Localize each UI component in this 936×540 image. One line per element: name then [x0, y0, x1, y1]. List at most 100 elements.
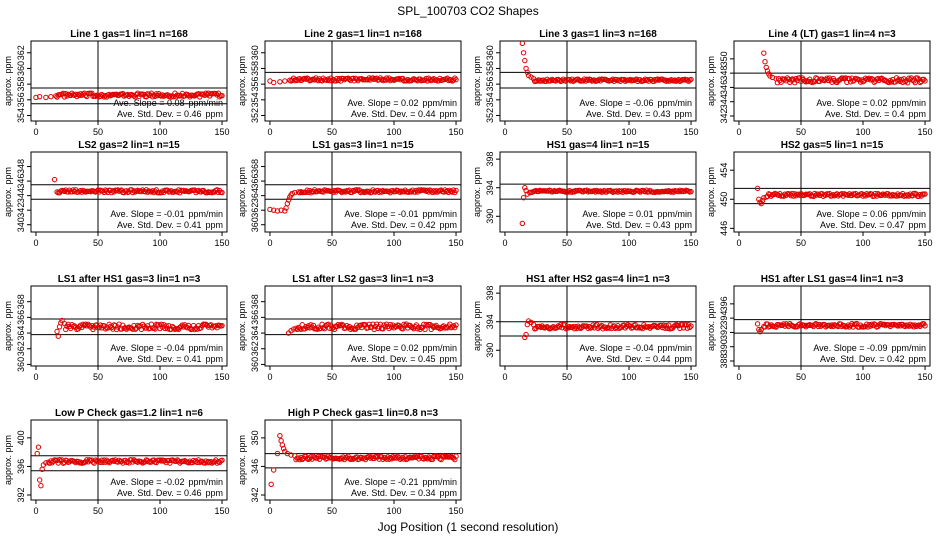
data-point [429, 323, 436, 329]
y-tick-label: 360 [16, 357, 26, 372]
slope-label: Ave. Slope = [344, 209, 398, 219]
sd-annotation: Ave. Std. Dev. = 0.41 ppm [117, 220, 223, 230]
y-tick-label: 390 [485, 209, 495, 224]
data-point [367, 455, 374, 461]
data-point [535, 188, 542, 195]
y-tick-label: 358 [485, 61, 495, 76]
sd-value: 0.44 [653, 354, 671, 364]
data-point [534, 78, 540, 84]
slope-label: Ave. Slope = [110, 477, 164, 487]
panel-title: LS2 gas=2 lin=1 n=15 [78, 140, 180, 151]
sd-unit: ppm [908, 354, 926, 364]
data-point [876, 322, 882, 328]
data-point [282, 78, 288, 84]
y-tick-label: 390 [719, 339, 729, 354]
data-point [270, 79, 277, 86]
data-point [168, 94, 174, 100]
y-tick-label: 398 [485, 152, 495, 167]
x-tick-label: 50 [796, 238, 806, 248]
data-point [100, 188, 106, 194]
sd-annotation: Ave. Std. Dev. = 0.47 ppm [820, 220, 926, 230]
y-axis-label: approx. ppm [3, 56, 13, 106]
y-tick-label: 454 [719, 163, 729, 178]
data-point [268, 481, 274, 487]
data-point [51, 176, 58, 183]
data-point [759, 198, 766, 204]
data-point [164, 325, 171, 332]
x-tick-label: 50 [327, 372, 337, 382]
data-point [386, 188, 392, 195]
x-tick-label: 50 [562, 372, 572, 382]
data-point [802, 322, 808, 329]
data-point [565, 325, 571, 331]
data-point [280, 445, 287, 452]
data-point [868, 321, 875, 327]
x-tick-label: 100 [152, 238, 167, 248]
plot-frame [30, 40, 228, 122]
y-tick-label: 354 [485, 92, 495, 107]
data-points [522, 318, 694, 341]
data-point [401, 321, 407, 328]
y-tick-label: 346 [16, 174, 26, 189]
sd-label: Ave. Std. Dev. = [351, 354, 418, 364]
data-point [688, 188, 694, 195]
data-point [613, 188, 620, 194]
data-point [297, 189, 303, 196]
sd-annotation: Ave. Std. Dev. = 0.45 ppm [351, 354, 457, 364]
data-point [34, 450, 40, 457]
data-point [591, 77, 597, 83]
data-point [35, 444, 42, 450]
data-point [654, 76, 661, 82]
data-point [329, 78, 335, 84]
slope-annotation: Ave. Slope = 0.02 ppm/min [816, 98, 926, 108]
slope-value: -0.01 [164, 209, 185, 219]
data-point [214, 460, 220, 466]
sd-value: 0.46 [184, 488, 202, 498]
x-tick-label: 100 [855, 127, 870, 137]
x-tick-label: 100 [386, 372, 401, 382]
data-point [439, 324, 446, 330]
slope-label: Ave. Slope = [582, 209, 636, 219]
panel-title: LS1 gas=3 lin=1 n=15 [312, 140, 414, 151]
data-point [346, 455, 353, 462]
y-axis-label: approx. ppm [472, 167, 482, 217]
data-point [274, 450, 281, 457]
x-tick-label: 0 [33, 506, 38, 516]
data-point [520, 50, 527, 56]
slope-unit: ppm/min [657, 98, 692, 108]
plot-frame [499, 40, 697, 122]
y-tick-label: 362 [16, 45, 26, 60]
y-axis-label: approx. ppm [706, 301, 716, 351]
data-point [806, 76, 813, 82]
data-point [54, 328, 60, 335]
data-point [545, 325, 552, 331]
y-tick-label: 360 [485, 45, 495, 60]
panel-5: LS2 gas=2 lin=1 n=150 50 100 15034034234434… [3, 140, 230, 248]
panel-12: HS1 after LS1 gas=4 lin=1 n=3 0 50 100 150 38… [706, 274, 933, 382]
x-tick-label: 50 [93, 506, 103, 516]
data-point [43, 94, 49, 101]
data-point [646, 188, 652, 195]
data-point [684, 77, 691, 83]
sd-value: 0.34 [418, 488, 436, 498]
sd-label: Ave. Std. Dev. = [117, 488, 184, 498]
plot-frame [733, 151, 931, 233]
data-point [310, 322, 317, 329]
sd-unit: ppm [908, 109, 926, 119]
data-point [380, 77, 386, 84]
x-tick-label: 150 [215, 238, 230, 248]
data-point [185, 92, 192, 99]
slope-label: Ave. Slope = [347, 343, 401, 353]
data-point [782, 191, 788, 197]
data-point [414, 453, 421, 460]
data-point [839, 323, 845, 330]
data-point [594, 187, 600, 194]
data-point [219, 457, 225, 463]
data-point [392, 188, 398, 195]
data-point [105, 458, 111, 465]
sd-label: Ave. Std. Dev. = [351, 488, 418, 498]
data-point [424, 78, 431, 84]
slope-value: 0.02 [401, 98, 419, 108]
data-point [683, 322, 689, 328]
